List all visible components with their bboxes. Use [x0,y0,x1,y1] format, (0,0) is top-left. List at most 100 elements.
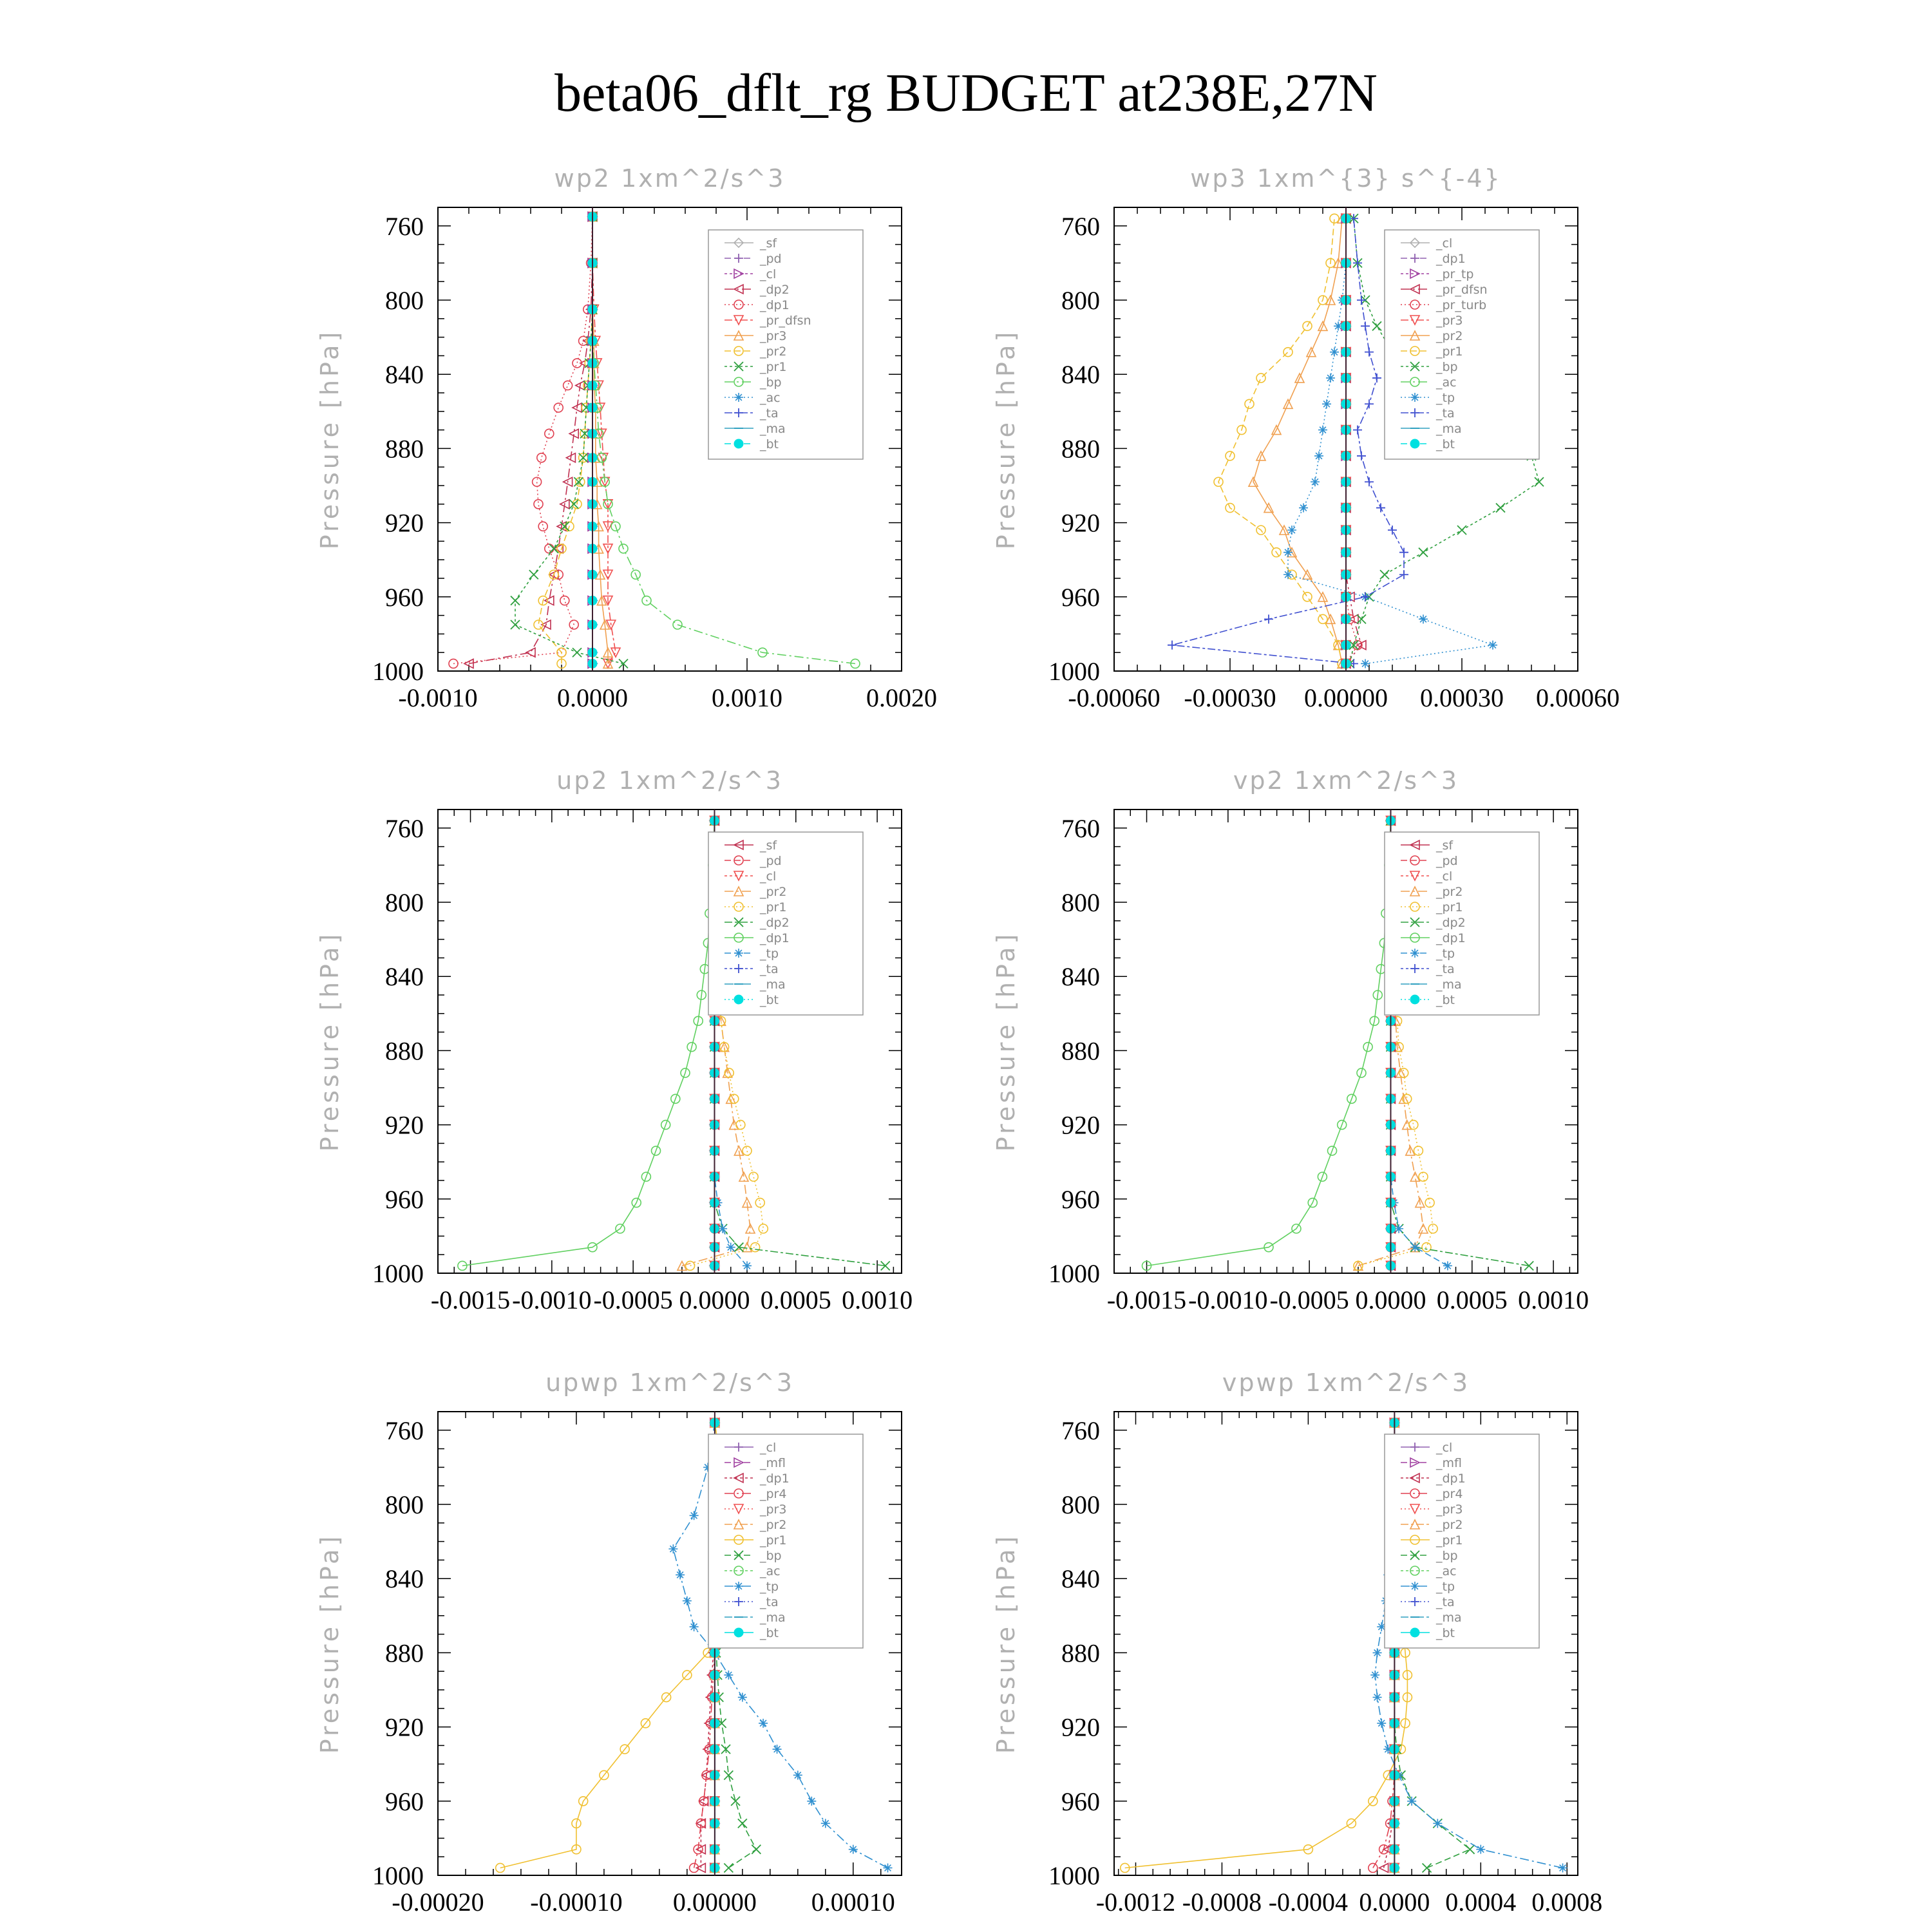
data-point [457,1260,468,1271]
data-point [529,569,539,580]
legend-entry: _bt [759,437,779,451]
data-point [689,1622,699,1632]
data-point [572,498,582,509]
data-point [618,658,629,669]
data-point [737,1692,747,1702]
legend-marker [734,408,743,417]
data-point [693,1016,704,1027]
series-line-bp [1349,218,1540,664]
legend-entry: _pr2 [759,1518,786,1532]
data-point [1325,258,1336,269]
x-tick-label: -0.00060 [1068,683,1160,712]
legend-entry: _bp [1435,360,1458,374]
data-point [560,521,570,531]
panel-title: vp2 1xm^2/s^3 [1233,766,1459,795]
legend-entry: _ta [759,406,779,421]
data-point [1418,1171,1428,1182]
data-point [572,647,582,658]
legend-entry: _pd [759,252,782,266]
data-point [1405,1145,1416,1156]
data-point [850,658,860,669]
data-point [750,1242,761,1253]
legend-marker [734,1597,743,1606]
y-tick-label: 920 [385,1713,424,1742]
legend-marker [733,1472,744,1484]
legend-entry: _cl [1435,1441,1452,1455]
data-point [1325,294,1336,305]
data-point [1336,1119,1347,1130]
legend-box [1384,229,1540,460]
data-point [533,498,544,509]
data-point [734,1242,744,1253]
y-tick-label: 760 [1061,814,1100,843]
data-point [549,544,559,554]
panel-title: wp3 1xm^{3} s^{-4} [1190,164,1501,193]
series-line-pr1 [690,820,764,1267]
data-point [730,1796,741,1806]
series-line-tp [1287,218,1493,665]
legend-marker [734,1550,744,1560]
data-point [748,1171,759,1182]
data-point [603,498,613,509]
data-point [510,620,520,630]
legend-entry: _sf [1435,838,1454,853]
legend-marker [1410,1488,1420,1499]
data-point [1421,1242,1432,1253]
legend-marker [1410,1443,1419,1452]
data-point [602,658,614,669]
data-point [1329,213,1340,224]
data-point [1302,321,1312,332]
legend-marker [1410,268,1421,279]
data-point [641,595,652,606]
x-tick-label: 0.00000 [1304,683,1388,712]
y-tick-label: 1000 [1048,1861,1100,1890]
legend-marker [734,361,744,372]
data-point [682,1596,692,1605]
data-point [1302,569,1313,580]
legend-marker [1410,393,1419,402]
data-point [726,1242,735,1252]
data-point [1370,1670,1380,1680]
data-point [1271,547,1282,558]
legend-entry: _pr2 [1435,329,1463,343]
data-point [1357,451,1366,460]
data-point [1402,1670,1413,1680]
legend-marker [1409,1504,1421,1515]
data-point [569,620,580,630]
legend-marker [1410,1597,1419,1606]
legend-entry: _sf [759,236,777,251]
legend-entry: _tp [1435,947,1455,961]
data-point [1372,990,1383,1000]
legend-marker [734,855,744,866]
data-point [1372,1692,1382,1702]
plot-frame [1113,809,1578,1274]
data-point [1395,1067,1406,1078]
data-point [602,647,614,658]
data-point [1271,424,1282,435]
data-point [742,1146,752,1156]
legend-entry: _dp2 [759,283,790,297]
data-point [1488,640,1497,650]
series-line-pr2 [1253,218,1343,664]
legend-marker [1410,1550,1420,1560]
legend-marker [734,933,744,943]
data-point [1365,399,1374,409]
legend-marker [1410,902,1420,912]
data-point [1318,425,1327,435]
data-point [1433,1819,1443,1828]
y-axis-label: Pressure [hPa] [992,329,1020,550]
legend-entry: _bp [759,375,782,390]
legend-marker [734,1457,744,1468]
data-point [1302,591,1312,602]
legend-entry: _sf [759,838,777,853]
data-point [463,658,474,669]
x-tick-label: -0.0010 [1188,1285,1267,1314]
series-line-pr1 [1124,1423,1408,1869]
data-point [1383,1745,1393,1754]
legend-entry: _ma [1435,422,1462,436]
data-point [1495,502,1506,513]
panel-3: up2 1xm^2/s^3 Pressure [hPa] 760 800 840 880 9… [316,766,913,1314]
data-point [1361,659,1370,668]
legend-entry: _pr2 [759,345,786,359]
data-point [544,595,554,606]
